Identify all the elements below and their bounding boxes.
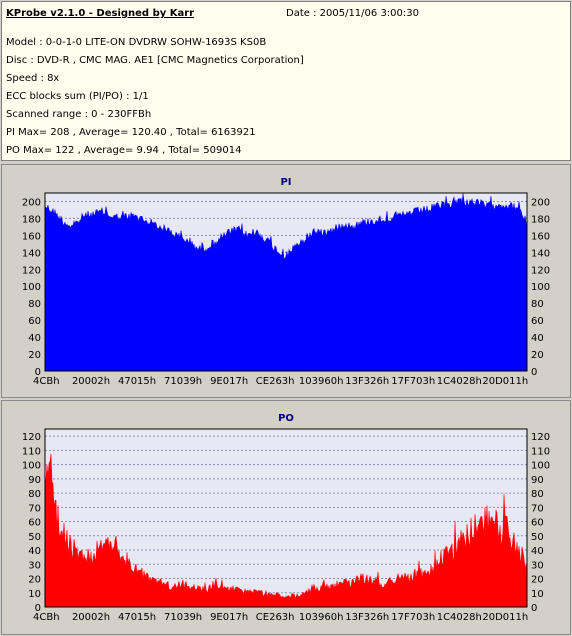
po-ytick-right: 60 <box>531 518 544 529</box>
po-ytick-left: 120 <box>22 432 41 443</box>
pi-xtick-label: 47015h <box>118 376 156 387</box>
pi-ytick-left: 80 <box>28 299 41 310</box>
pi-xtick-label: 9E017h <box>210 376 248 387</box>
po-xtick-label: 47015h <box>118 612 156 623</box>
pi-series-area <box>44 193 528 372</box>
po-ytick-left: 70 <box>28 503 41 514</box>
pi-ytick-left: 0 <box>35 367 41 378</box>
po-ytick-right: 30 <box>531 560 544 571</box>
info-model: Model : 0-0-1-0 LITE-ON DVDRW SOHW-1693S… <box>6 37 267 48</box>
pi-xtick-label: 20D011h <box>482 376 528 387</box>
pi-ytick-right: 100 <box>531 282 550 293</box>
po-xtick-label: 20002h <box>72 612 110 623</box>
po-ytick-left: 0 <box>35 603 41 614</box>
po-xtick-label: 20D011h <box>482 612 528 623</box>
pi-plot-frame <box>44 192 528 372</box>
po-ytick-right: 100 <box>531 461 550 472</box>
pi-ytick-right: 20 <box>531 350 544 361</box>
pi-xtick-label: 103960h <box>299 376 344 387</box>
po-chart-panel: PO 0 0 10 10 20 20 30 30 40 40 50 50 60 60 70 70 80 80 90 90… <box>1 400 571 635</box>
po-ytick-left: 30 <box>28 560 41 571</box>
po-ytick-right: 80 <box>531 489 544 500</box>
po-ytick-left: 10 <box>28 589 41 600</box>
po-ytick-right: 70 <box>531 503 544 514</box>
info-po-summary: PO Max= 122 , Average= 9.94 , Total= 509… <box>6 145 242 156</box>
po-ytick-left: 20 <box>28 575 41 586</box>
po-xtick-label: 13F326h <box>345 612 389 623</box>
pi-ytick-right: 60 <box>531 316 544 327</box>
pi-xtick-label: 4CBh <box>33 376 60 387</box>
pi-ytick-left: 120 <box>22 265 41 276</box>
po-xtick-label: 17F703h <box>391 612 435 623</box>
pi-ytick-right: 140 <box>531 248 550 259</box>
po-xtick-label: 1C4028h <box>437 612 482 623</box>
po-ytick-right: 40 <box>531 546 544 557</box>
pi-ytick-left: 160 <box>22 231 41 242</box>
pi-xtick-label: 17F703h <box>391 376 435 387</box>
pi-ytick-right: 0 <box>531 367 537 378</box>
po-xtick-label: 9E017h <box>210 612 248 623</box>
po-series-area <box>44 453 528 608</box>
po-ytick-right: 110 <box>531 446 550 457</box>
pi-ytick-left: 100 <box>22 282 41 293</box>
info-ecc-blocks: ECC blocks sum (PI/PO) : 1/1 <box>6 91 149 102</box>
info-disc: Disc : DVD-R , CMC MAG. AE1 [CMC Magneti… <box>6 55 304 66</box>
po-ytick-right: 50 <box>531 532 544 543</box>
pi-ytick-right: 120 <box>531 265 550 276</box>
info-scanned-range: Scanned range : 0 - 230FFBh <box>6 109 152 120</box>
pi-xtick-label: 1C4028h <box>437 376 482 387</box>
pi-xtick-label: 20002h <box>72 376 110 387</box>
pi-chart-title: PI <box>280 177 291 188</box>
po-xtick-label: 71039h <box>164 612 202 623</box>
pi-ytick-left: 180 <box>22 214 41 225</box>
pi-ytick-left: 140 <box>22 248 41 259</box>
info-speed: Speed : 8x <box>6 73 60 84</box>
po-xtick-label: 103960h <box>299 612 344 623</box>
app-title: KProbe v2.1.0 - Designed by Karr <box>6 8 195 19</box>
po-ytick-right: 10 <box>531 589 544 600</box>
po-plot-frame <box>44 428 528 608</box>
pi-ytick-right: 160 <box>531 231 550 242</box>
po-ytick-left: 60 <box>28 518 41 529</box>
pi-xtick-label: 13F326h <box>345 376 389 387</box>
po-ytick-left: 110 <box>22 446 41 457</box>
pi-ytick-right: 80 <box>531 299 544 310</box>
pi-chart: PI 0 0 20 20 40 40 60 60 80 80 100 100 120 120 140 140 16… <box>22 177 550 387</box>
po-ytick-left: 50 <box>28 532 41 543</box>
po-ytick-right: 0 <box>531 603 537 614</box>
po-ytick-left: 90 <box>28 475 41 486</box>
pi-ytick-left: 40 <box>28 333 41 344</box>
pi-ytick-left: 200 <box>22 197 41 208</box>
scan-date: Date : 2005/11/06 3:00:30 <box>286 8 419 19</box>
po-xtick-label: CE263h <box>256 612 295 623</box>
pi-xtick-label: CE263h <box>256 376 295 387</box>
po-ytick-right: 120 <box>531 432 550 443</box>
po-chart: PO 0 0 10 10 20 20 30 30 40 40 50 50 60 60 70 70 80 80 90 90… <box>22 413 550 623</box>
pi-ytick-right: 40 <box>531 333 544 344</box>
pi-ytick-right: 200 <box>531 197 550 208</box>
po-chart-title: PO <box>278 413 294 424</box>
info-panel: KProbe v2.1.0 - Designed by Karr Date : … <box>1 1 571 161</box>
po-ytick-left: 80 <box>28 489 41 500</box>
pi-xtick-label: 71039h <box>164 376 202 387</box>
po-ytick-left: 100 <box>22 461 41 472</box>
pi-chart-panel: PI 0 0 20 20 40 40 60 60 80 80 100 100 120 120 140 140 16… <box>1 164 571 398</box>
po-ytick-left: 40 <box>28 546 41 557</box>
po-ytick-right: 90 <box>531 475 544 486</box>
pi-ytick-left: 20 <box>28 350 41 361</box>
po-xtick-label: 4CBh <box>33 612 60 623</box>
pi-ytick-right: 180 <box>531 214 550 225</box>
info-pi-summary: PI Max= 208 , Average= 120.40 , Total= 6… <box>6 127 256 138</box>
pi-ytick-left: 60 <box>28 316 41 327</box>
po-ytick-right: 20 <box>531 575 544 586</box>
